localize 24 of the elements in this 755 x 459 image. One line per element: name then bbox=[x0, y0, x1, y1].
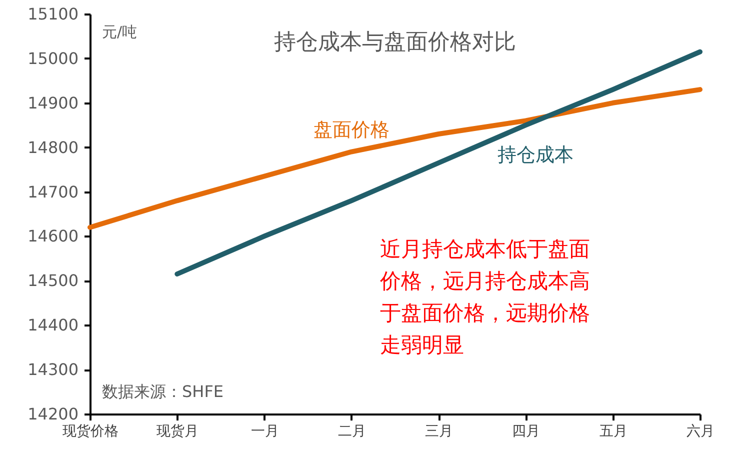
y-tick-label: 14200 bbox=[28, 404, 78, 424]
y-tick-label: 14700 bbox=[28, 182, 78, 202]
y-tick-label: 14600 bbox=[28, 226, 78, 246]
y-tick-label: 14400 bbox=[28, 316, 78, 335]
x-tick-label: 一月 bbox=[250, 424, 279, 440]
series-label: 持仓成本 bbox=[498, 144, 574, 166]
y-tick-label: 15000 bbox=[28, 48, 78, 68]
x-tick-label: 五月 bbox=[599, 424, 628, 440]
x-tick-label: 三月 bbox=[425, 424, 454, 440]
y-tick-label: 15100 bbox=[28, 4, 78, 24]
x-tick-label: 现货月 bbox=[156, 424, 199, 440]
annotation: 数据来源：SHFE bbox=[102, 382, 224, 401]
x-tick-label: 六月 bbox=[686, 424, 714, 440]
series-label: 盘面价格 bbox=[313, 118, 390, 141]
y-axis-title: 元/吨 bbox=[102, 23, 138, 41]
x-tick-label: 现货价格 bbox=[62, 424, 118, 440]
x-tick-label: 四月 bbox=[512, 424, 540, 440]
x-tick-label: 二月 bbox=[338, 424, 366, 440]
text: 持仓成本与盘面价格对比 bbox=[274, 30, 516, 55]
y-tick-label: 14300 bbox=[28, 360, 78, 380]
y-tick-label: 14900 bbox=[28, 93, 78, 112]
y-tick-label: 14800 bbox=[28, 138, 78, 157]
y-tick-label: 14500 bbox=[28, 271, 78, 290]
annotation: 近月持仓成本低于盘面价格，远月持仓成本高于盘面价格，远期价格走弱明显 bbox=[379, 237, 590, 357]
